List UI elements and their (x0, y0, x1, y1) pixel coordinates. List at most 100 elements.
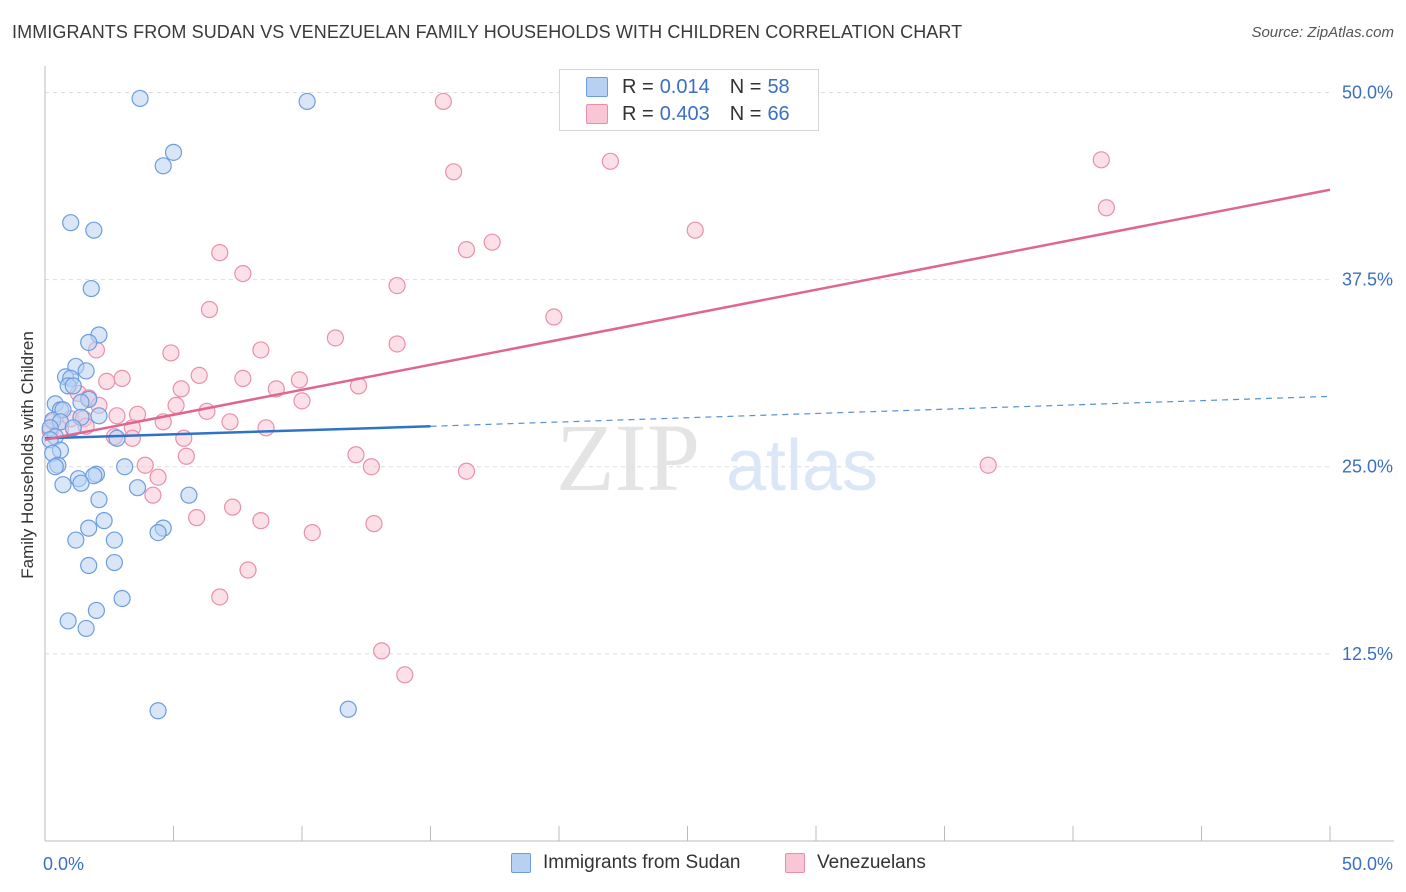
sudan-point (149, 523, 167, 542)
sudan-point (80, 519, 98, 537)
x-tick-labels: 0.0% 50.0% (43, 854, 1393, 874)
venezuelans-point (211, 588, 229, 606)
legend-n-label: N = (729, 102, 762, 125)
venezuelans-point (686, 221, 704, 239)
legend-r-value-sudan: 0.014 (659, 75, 710, 98)
venezuelans-point (457, 241, 476, 259)
venezuelans-point (188, 509, 206, 527)
legend-item-venezuelans[interactable]: Venezuelans (785, 852, 926, 874)
sudan-point (105, 531, 123, 549)
venezuelans-point (113, 369, 131, 387)
legend-n-label: N = (729, 75, 762, 98)
legend-n-value-sudan: 58 (767, 75, 790, 98)
venezuelans-point (290, 371, 309, 389)
venezuelans-point (234, 265, 252, 283)
sudan-points (41, 89, 357, 720)
venezuelans-point (239, 561, 257, 579)
venezuelans-trend-line (44, 188, 1331, 442)
legend-r-value-venezuelans: 0.403 (659, 102, 710, 125)
sudan-point (62, 214, 80, 232)
venezuelans-point (177, 447, 195, 465)
venezuelans-point (303, 523, 321, 542)
y-tick-label: 37.5% (1342, 270, 1393, 290)
y-tick-label: 50.0% (1342, 82, 1393, 102)
venezuelans-point (388, 335, 406, 353)
venezuelans-point (445, 163, 463, 181)
venezuelans-point (162, 344, 180, 362)
x-tick-label: 50.0% (1342, 854, 1393, 874)
venezuelans-point (221, 413, 239, 431)
sudan-point (116, 458, 134, 476)
sudan-point (90, 407, 108, 425)
legend-item-label: Immigrants from Sudan (543, 852, 741, 873)
venezuelans-point (167, 396, 185, 414)
sudan-point (87, 601, 106, 620)
trend-lines (44, 188, 1331, 442)
sudan-point (108, 429, 126, 447)
venezuelans-point (1092, 151, 1110, 169)
venezuelans-point (434, 92, 452, 111)
venezuelans-point (108, 407, 126, 425)
sudan-point (131, 89, 149, 108)
sudan-point (54, 476, 72, 494)
venezuelans-point (190, 366, 208, 385)
sudan-point (149, 702, 167, 720)
sudan-point (90, 491, 108, 509)
y-tick-labels: 12.5% 25.0% 37.5% 50.0% (1342, 82, 1393, 663)
venezuelans-point (224, 498, 242, 516)
sudan-point (85, 221, 103, 239)
venezuelans-point (136, 456, 154, 474)
sudan-point (77, 619, 95, 638)
legend-r-label: R = (622, 75, 654, 98)
venezuelans-point (388, 276, 406, 295)
sudan-point (80, 556, 98, 575)
chart-title: IMMIGRANTS FROM SUDAN VS VENEZUELAN FAMI… (12, 22, 963, 42)
sudan-point (59, 612, 77, 630)
venezuelans-point (396, 666, 414, 684)
sudan-trend-extension (430, 395, 1331, 427)
sudan-point (64, 419, 82, 437)
sudan-legend-swatch (511, 853, 531, 873)
sudan-point (72, 474, 90, 492)
venezuelans-point (252, 341, 270, 359)
y-tick-label: 25.0% (1342, 457, 1393, 477)
sudan-point (77, 362, 95, 380)
venezuelans-point (483, 233, 501, 251)
sudan-point (95, 512, 113, 530)
venezuelans-point (347, 446, 365, 464)
legend-r-label: R = (622, 102, 654, 125)
venezuelans-legend-swatch (785, 853, 805, 873)
legend-item-sudan[interactable]: Immigrants from Sudan (511, 852, 740, 874)
venezuelans-point (293, 392, 311, 410)
legend-row-sudan: R = 0.014 N = 58 (586, 74, 790, 100)
sudan-point (64, 377, 82, 395)
sudan-point (128, 479, 147, 497)
venezuelans-point (365, 515, 383, 533)
x-tick-label: 0.0% (43, 854, 84, 874)
venezuelans-point (172, 380, 190, 398)
venezuelans-swatch (586, 104, 608, 124)
venezuelans-point (1097, 199, 1116, 217)
venezuelans-point (200, 300, 219, 319)
source-label: Source: ZipAtlas.com (1251, 24, 1394, 41)
sudan-swatch (586, 77, 608, 97)
sudan-point (164, 143, 183, 161)
watermark-zip: ZIP (556, 404, 700, 511)
venezuelans-point (234, 369, 252, 387)
legend-n-value-venezuelans: 66 (767, 102, 790, 125)
sudan-point (298, 92, 316, 111)
legend-item-label: Venezuelans (817, 852, 926, 873)
sudan-point (113, 589, 131, 608)
sudan-point (180, 486, 198, 504)
stats-legend: R = 0.014 N = 58 R = 0.403 N = 66 (559, 69, 819, 131)
sudan-point (105, 553, 123, 572)
venezuelans-point (362, 458, 380, 476)
venezuelans-point (252, 512, 270, 530)
venezuelans-point (98, 372, 116, 390)
venezuelans-point (149, 468, 167, 486)
sudan-point (67, 531, 85, 549)
sudan-point (80, 333, 98, 352)
series-legend: Immigrants from Sudan Venezuelans (0, 852, 1406, 878)
venezuelans-point (979, 456, 997, 474)
